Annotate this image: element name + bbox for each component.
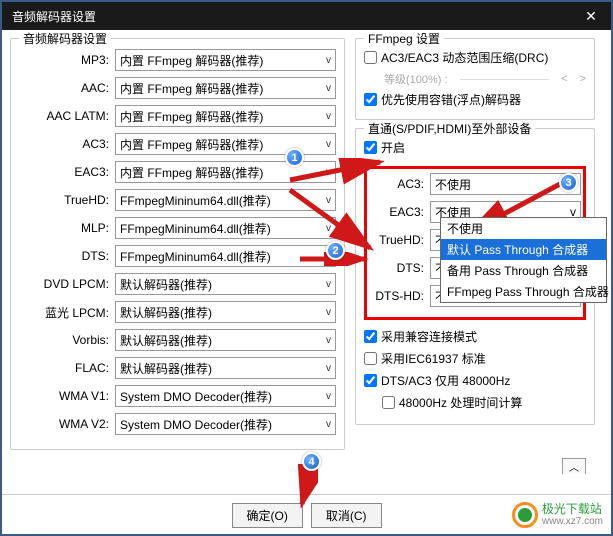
codec-select-8[interactable]: 默认解码器(推荐)v (115, 273, 336, 295)
codec-label-3: AC3: (19, 137, 109, 151)
codec-select-12[interactable]: System DMO Decoder(推荐)v (115, 385, 336, 407)
drc-label: AC3/EAC3 动态范围压缩(DRC) (381, 49, 548, 66)
ok-button[interactable]: 确定(O) (232, 503, 303, 528)
codec-select-4[interactable]: 内置 FFmpeg 解码器(推荐)v (115, 161, 336, 183)
enable-label: 开启 (381, 139, 405, 156)
codec-select-13[interactable]: System DMO Decoder(推荐)v (115, 413, 336, 435)
codec-label-7: DTS: (19, 249, 109, 263)
audio-decoder-title: 音频解码器设置 (19, 30, 111, 47)
codec-label-12: WMA V1: (19, 389, 109, 403)
ac3-dropdown-open[interactable]: 不使用默认 Pass Through 合成器备用 Pass Through 合成… (440, 217, 607, 303)
codec-label-2: AAC LATM: (19, 109, 109, 123)
codec-select-9[interactable]: 默认解码器(推荐)v (115, 301, 336, 323)
calc-checkbox[interactable] (382, 396, 395, 409)
iec-checkbox[interactable] (364, 352, 377, 365)
codec-select-7[interactable]: FFmpegMininum64.dll(推荐)v (115, 245, 336, 267)
codec-select-11[interactable]: 默认解码器(推荐)v (115, 357, 336, 379)
float-decoder-label: 优先使用容错(浮点)解码器 (381, 91, 521, 108)
dtsac3-checkbox[interactable] (364, 374, 377, 387)
codec-label-4: EAC3: (19, 165, 109, 179)
enable-passthrough-checkbox[interactable] (364, 141, 377, 154)
codec-select-0[interactable]: 内置 FFmpeg 解码器(推荐)v (115, 49, 336, 71)
codec-select-2[interactable]: 内置 FFmpeg 解码器(推荐)v (115, 105, 336, 127)
pt-label-0: AC3: (369, 177, 424, 191)
codec-label-9: 蓝光 LPCM: (19, 304, 109, 321)
codec-label-0: MP3: (19, 53, 109, 67)
codec-label-5: TrueHD: (19, 193, 109, 207)
close-button[interactable]: ✕ (571, 2, 611, 30)
codec-select-3[interactable]: 内置 FFmpeg 解码器(推荐)v (115, 133, 336, 155)
drc-level: 等级(100%) :<> (364, 71, 586, 87)
scroll-up-icon[interactable]: ︿ (562, 458, 586, 474)
titlebar: 音频解码器设置 ✕ (2, 2, 611, 30)
badge-2: 2 (326, 241, 345, 260)
codec-label-11: FLAC: (19, 361, 109, 375)
codec-label-6: MLP: (19, 221, 109, 235)
badge-3: 3 (559, 173, 578, 192)
float-decoder-checkbox[interactable] (364, 93, 377, 106)
codec-label-13: WMA V2: (19, 417, 109, 431)
dropdown-option-2[interactable]: 备用 Pass Through 合成器 (441, 260, 606, 281)
codec-select-5[interactable]: FFmpegMininum64.dll(推荐)v (115, 189, 336, 211)
site-logo: 极光下载站 www.xz7.com (512, 502, 603, 528)
pt-label-1: EAC3: (369, 205, 424, 219)
badge-1: 1 (285, 148, 304, 167)
ffmpeg-fieldset: FFmpeg 设置 AC3/EAC3 动态范围压缩(DRC) 等级(100%) … (355, 38, 595, 120)
audio-decoder-fieldset: 音频解码器设置 MP3: 内置 FFmpeg 解码器(推荐)vAAC: 内置 F… (10, 38, 345, 450)
dropdown-option-0[interactable]: 不使用 (441, 218, 606, 239)
compat-checkbox[interactable] (364, 330, 377, 343)
dropdown-option-1[interactable]: 默认 Pass Through 合成器 (441, 239, 606, 260)
window-title: 音频解码器设置 (12, 8, 96, 25)
drc-checkbox[interactable] (364, 51, 377, 64)
codec-label-8: DVD LPCM: (19, 277, 109, 291)
logo-icon (512, 502, 538, 528)
passthrough-title: 直通(S/PDIF,HDMI)至外部设备 (364, 120, 535, 137)
codec-select-1[interactable]: 内置 FFmpeg 解码器(推荐)v (115, 77, 336, 99)
pt-label-2: TrueHD: (369, 233, 424, 247)
pt-label-4: DTS-HD: (369, 289, 424, 303)
ffmpeg-title: FFmpeg 设置 (364, 30, 444, 47)
cancel-button[interactable]: 取消(C) (311, 503, 382, 528)
pt-label-3: DTS: (369, 261, 424, 275)
badge-4: 4 (302, 452, 321, 471)
codec-select-6[interactable]: FFmpegMininum64.dll(推荐)v (115, 217, 336, 239)
codec-label-1: AAC: (19, 81, 109, 95)
codec-select-10[interactable]: 默认解码器(推荐)v (115, 329, 336, 351)
dropdown-option-3[interactable]: FFmpeg Pass Through 合成器 (441, 281, 606, 302)
codec-label-10: Vorbis: (19, 333, 109, 347)
